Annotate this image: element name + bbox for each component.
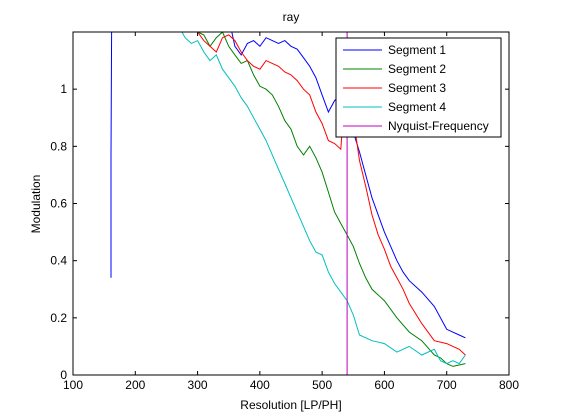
series-line-segment-1 bbox=[110, 32, 466, 339]
x-tick-label: 800 bbox=[499, 378, 519, 392]
legend-label-segment-4: Segment 4 bbox=[388, 100, 446, 114]
x-tick-label: 700 bbox=[437, 378, 457, 392]
legend-label-segment-2: Segment 2 bbox=[388, 62, 446, 76]
y-tick-label: 0.8 bbox=[50, 139, 67, 153]
x-tick-label: 600 bbox=[374, 378, 394, 392]
x-tick-label: 500 bbox=[312, 378, 332, 392]
x-tick-label: 200 bbox=[125, 378, 145, 392]
series-line-segment-4 bbox=[181, 32, 466, 365]
y-tick-label: 0 bbox=[60, 368, 67, 382]
legend-label-segment-3: Segment 3 bbox=[388, 81, 446, 95]
chart-title: ray bbox=[283, 10, 300, 24]
x-axis-label: Resolution [LP/PH] bbox=[240, 398, 341, 412]
legend-label-nyquist-frequency: Nyquist-Frequency bbox=[388, 119, 489, 133]
y-tick-label: 0.6 bbox=[50, 197, 67, 211]
y-tick-label: 1 bbox=[60, 82, 67, 96]
legend-label-segment-1: Segment 1 bbox=[388, 43, 446, 57]
y-axis-label: Modulation bbox=[29, 175, 43, 234]
x-tick-label: 300 bbox=[188, 378, 208, 392]
y-tick-label: 0.4 bbox=[50, 254, 67, 268]
series-line-segment-2 bbox=[178, 32, 466, 367]
x-tick-label: 400 bbox=[250, 378, 270, 392]
legend: Segment 1 Segment 2 Segment 3 Segment 4 Nyqu… bbox=[335, 37, 502, 138]
axis-ticks: 100 200 300 400 500 600 700 800 0 0.2 0.4 0.6 0.8 1 bbox=[50, 32, 519, 392]
x-tick-label: 100 bbox=[63, 378, 83, 392]
y-tick-label: 0.2 bbox=[50, 311, 67, 325]
series-line-segment-3 bbox=[197, 32, 466, 356]
plot-frame bbox=[72, 31, 510, 376]
